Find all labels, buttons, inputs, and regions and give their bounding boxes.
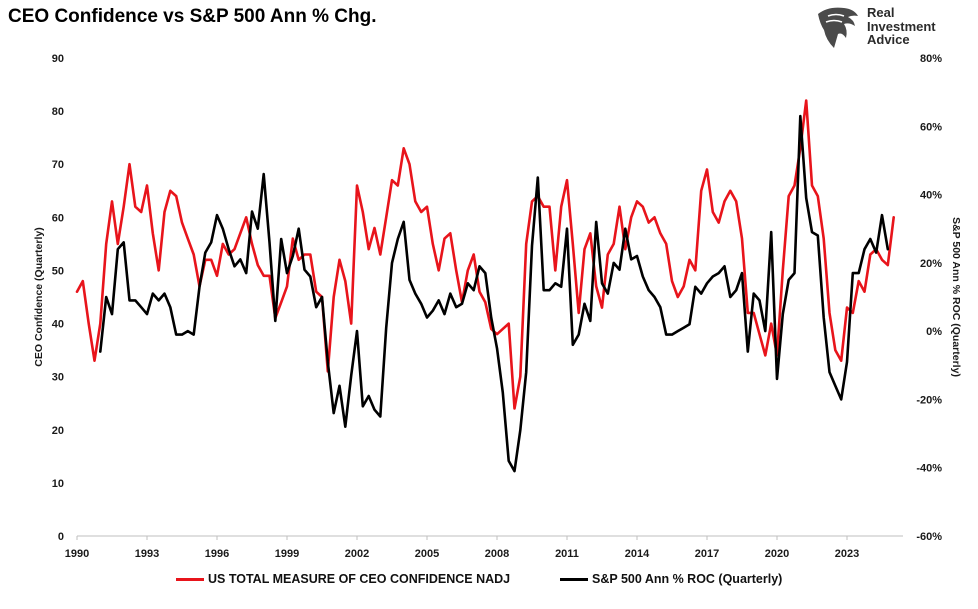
chart-series xyxy=(75,99,895,473)
legend-label-ceo: US TOTAL MEASURE OF CEO CONFIDENCE NADJ xyxy=(208,572,511,586)
x-tick-label: 2008 xyxy=(485,548,509,560)
y-left-tick-label: 60 xyxy=(52,212,64,224)
brand-logo: Real Investment Advice xyxy=(814,4,974,50)
x-tick-label: 1993 xyxy=(135,548,159,560)
x-tick-label: 2014 xyxy=(625,548,650,560)
x-tick-label: 1990 xyxy=(65,548,89,560)
y-left-axis-title: CEO Confidence (Quarterly) xyxy=(33,227,45,366)
logo-line-1: Real xyxy=(867,5,895,20)
y-left-tick-label: 50 xyxy=(52,265,64,277)
legend-item-sp500: S&P 500 Ann % ROC (Quarterly) xyxy=(560,572,782,586)
y-right-tick-label: 20% xyxy=(920,258,942,270)
y-right-tick-label: -40% xyxy=(916,463,942,475)
eagle-head-icon xyxy=(818,7,858,49)
y-right-tick-label: -60% xyxy=(916,531,942,543)
y-left-tick-label: 90 xyxy=(52,53,64,65)
y-right-tick-label: 0% xyxy=(926,326,942,338)
y-left-tick-label: 10 xyxy=(52,478,64,490)
legend-swatch-sp500 xyxy=(560,577,588,581)
x-tick-label: 2023 xyxy=(835,548,859,560)
y-right-axis-title: S&P 500 Ann % ROC (Quarterly) xyxy=(950,217,962,377)
x-tick-label: 2020 xyxy=(765,548,789,560)
chart-title: CEO Confidence vs S&P 500 Ann % Chg. xyxy=(8,6,377,27)
x-tick-label: 2005 xyxy=(415,548,439,560)
x-tick-label: 1996 xyxy=(205,548,229,560)
y-right-tick-label: 40% xyxy=(920,190,942,202)
y-right-tick-label: 60% xyxy=(920,121,942,133)
chart-legend: US TOTAL MEASURE OF CEO CONFIDENCE NADJ … xyxy=(0,572,978,594)
y-right-tick-label: -20% xyxy=(916,394,942,406)
logo-line-3: Advice xyxy=(867,32,910,47)
x-tick-label: 2011 xyxy=(555,548,579,560)
ceo-confidence-line xyxy=(75,99,895,410)
legend-label-sp500: S&P 500 Ann % ROC (Quarterly) xyxy=(592,572,783,586)
logo-text: Real Investment Advice xyxy=(867,6,936,47)
y-left-tick-label: 70 xyxy=(52,159,64,171)
y-right-tick-label: 80% xyxy=(920,53,942,65)
y-left-tick-label: 0 xyxy=(58,531,64,543)
y-left-tick-label: 40 xyxy=(52,319,64,331)
x-tick-label: 2002 xyxy=(345,548,369,560)
chart-axes: 0 10 20 30 40 50 60 70 80 90 -60% -40% -20% 0% 20% 40% 6… xyxy=(33,53,962,560)
x-tick-label: 1999 xyxy=(275,548,299,560)
logo-line-2: Investment xyxy=(867,18,936,34)
y-left-tick-label: 20 xyxy=(52,425,64,437)
x-tick-label: 2017 xyxy=(695,548,719,560)
y-left-tick-label: 80 xyxy=(52,106,64,118)
sp500-roc-line xyxy=(99,114,890,473)
y-left-tick-label: 30 xyxy=(52,372,64,384)
legend-item-ceo: US TOTAL MEASURE OF CEO CONFIDENCE NADJ xyxy=(176,572,510,586)
legend-swatch-ceo xyxy=(176,577,204,581)
